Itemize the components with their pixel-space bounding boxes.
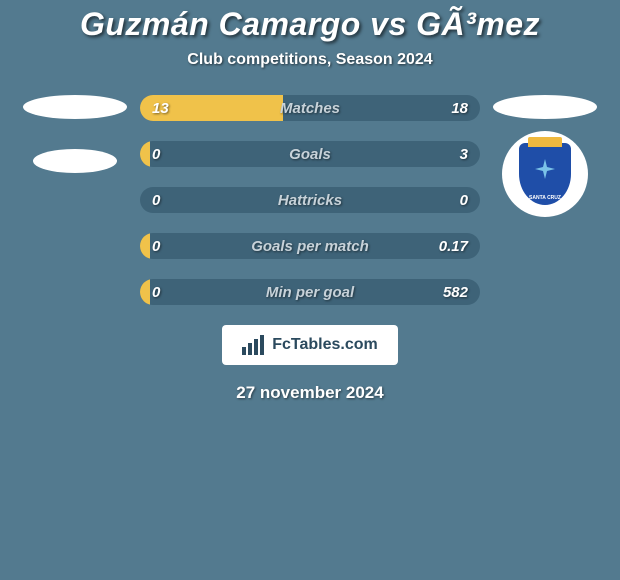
stats-area: 13Matches180Goals30Hattricks00Goals per … (0, 95, 620, 305)
stat-row: 0Min per goal582 (140, 279, 480, 305)
stat-label: Matches (140, 100, 480, 117)
stat-value-right: 0.17 (439, 238, 468, 255)
page-subtitle: Club competitions, Season 2024 (187, 51, 432, 69)
fctables-logo-icon (242, 335, 266, 355)
stat-row: 0Goals3 (140, 141, 480, 167)
crest-symbol-icon (533, 157, 557, 181)
date-label: 27 november 2024 (236, 383, 383, 403)
stat-label: Min per goal (140, 284, 480, 301)
right-team-badges: SANTA CRUZ (490, 95, 600, 217)
stat-label: Goals (140, 146, 480, 163)
source-label: FcTables.com (272, 336, 378, 354)
stat-rows: 13Matches180Goals30Hattricks00Goals per … (140, 95, 480, 305)
left-badge-1 (23, 95, 127, 119)
stat-row: 0Hattricks0 (140, 187, 480, 213)
stat-value-right: 18 (451, 100, 468, 117)
stat-value-right: 0 (460, 192, 468, 209)
crest-crown (528, 137, 562, 147)
right-team-crest: SANTA CRUZ (502, 131, 588, 217)
stat-row: 13Matches18 (140, 95, 480, 121)
comparison-card: Guzmán Camargo vs GÃ³mez Club competitio… (0, 0, 620, 580)
stat-value-right: 3 (460, 146, 468, 163)
page-title: Guzmán Camargo vs GÃ³mez (80, 6, 540, 43)
source-badge: FcTables.com (222, 325, 398, 365)
right-badge-1 (493, 95, 597, 119)
stat-label: Hattricks (140, 192, 480, 209)
crest-label: SANTA CRUZ (519, 195, 571, 201)
crest-shield: SANTA CRUZ (519, 143, 571, 205)
stat-row: 0Goals per match0.17 (140, 233, 480, 259)
left-team-badges (20, 95, 130, 173)
stat-label: Goals per match (140, 238, 480, 255)
left-badge-2 (33, 149, 117, 173)
stat-value-right: 582 (443, 284, 468, 301)
